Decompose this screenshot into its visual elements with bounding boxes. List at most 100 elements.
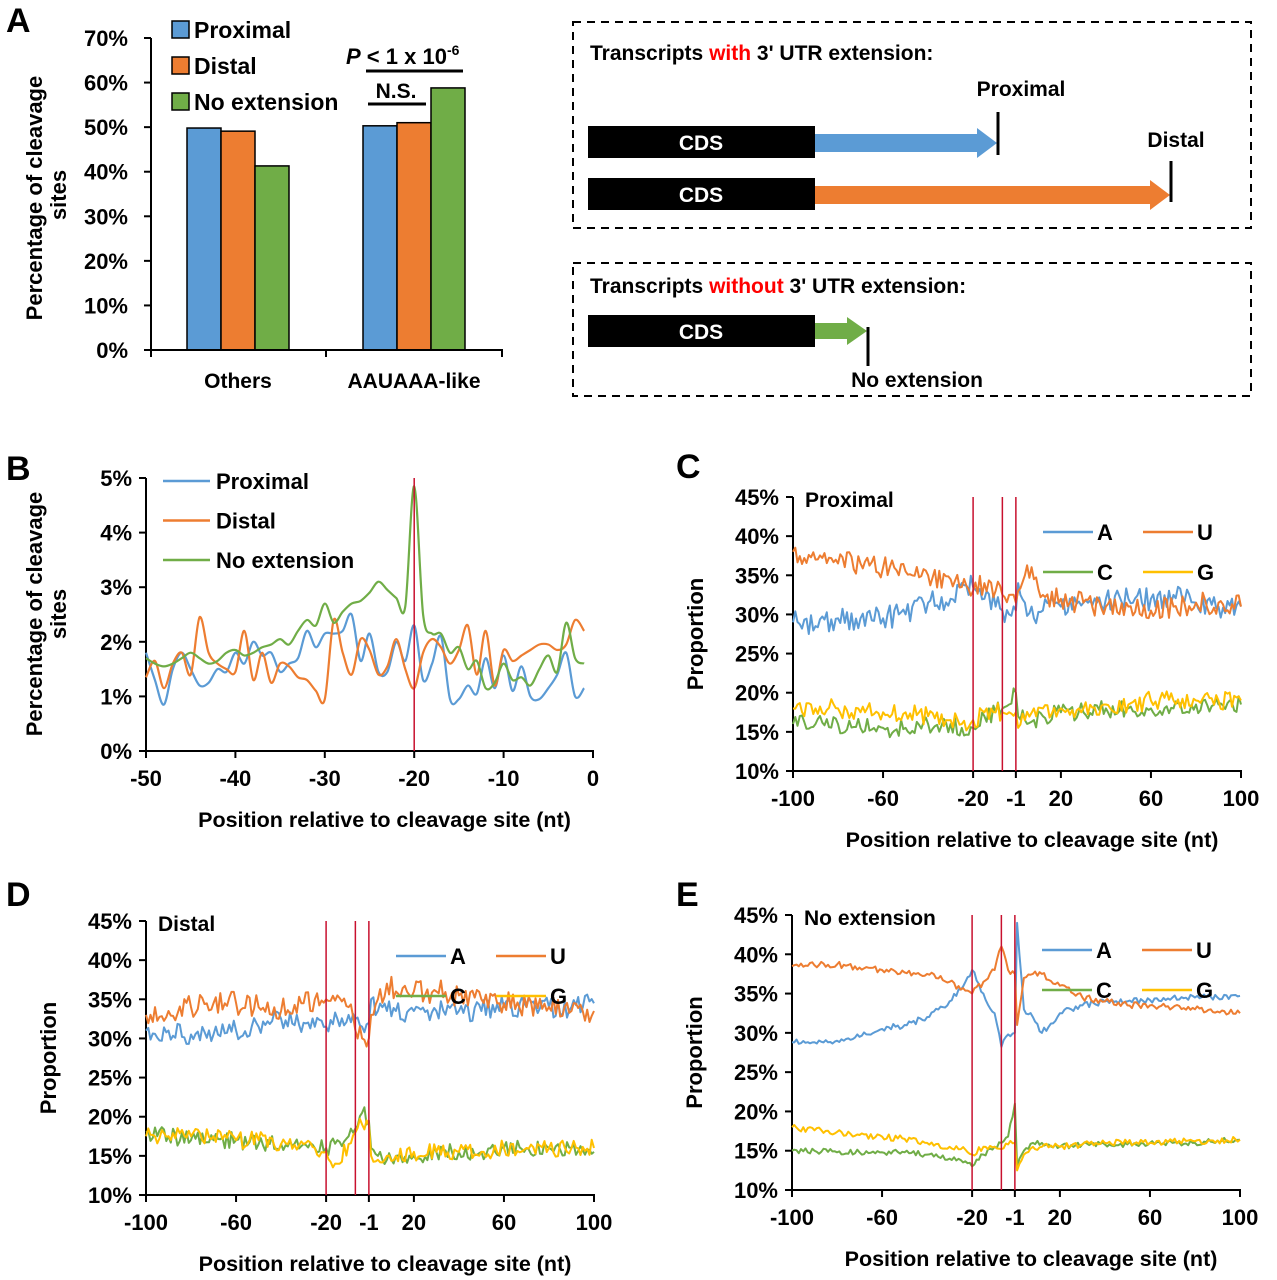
d-legend-label-a: A xyxy=(450,944,466,969)
b-x-tick-label: 0 xyxy=(587,766,599,791)
c-y-tick-label: 40% xyxy=(735,524,779,549)
c-legend-label-g: G xyxy=(1197,560,1214,585)
with-title-suffix: 3' UTR extension: xyxy=(751,42,933,65)
a-y-axis-title-line1: Percentage of cleavage xyxy=(22,76,47,321)
d-series-g xyxy=(145,1117,595,1169)
b-y-axis-title-line1: Percentage of cleavage xyxy=(22,492,47,737)
a-y-tick-label: 40% xyxy=(84,160,128,185)
e-series-c xyxy=(791,1102,1241,1168)
e-y-tick-label: 40% xyxy=(734,942,778,967)
b-series-no-extension xyxy=(145,485,585,691)
e-legend-label-g: G xyxy=(1196,978,1213,1003)
e-x-tick-label: -100 xyxy=(770,1205,814,1230)
c-x-tick-label: -20 xyxy=(957,786,989,811)
e-x-tick-label: 60 xyxy=(1138,1205,1162,1230)
a-y-tick-label: 30% xyxy=(84,204,128,229)
c-series-u xyxy=(792,546,1242,620)
e-x-tick-label: -20 xyxy=(956,1205,988,1230)
cds-block-distal xyxy=(588,178,815,210)
e-x-tick-label: -1 xyxy=(1005,1205,1025,1230)
c-x-tick-label: 60 xyxy=(1139,786,1163,811)
d-y-tick-label: 45% xyxy=(88,909,132,934)
e-series-u xyxy=(791,945,1241,1026)
proximal-site-label: Proximal xyxy=(977,78,1066,101)
cds-label-no-extension: CDS xyxy=(679,321,723,344)
b-y-tick-label: 4% xyxy=(100,521,132,546)
b-x-tick-label: -30 xyxy=(309,766,341,791)
no-extension-utr-arrow xyxy=(815,317,867,345)
a-y-axis-title-line2: sites xyxy=(46,170,71,220)
cds-block-proximal xyxy=(588,126,815,158)
d-y-tick-label: 30% xyxy=(88,1026,132,1051)
d-y-tick-label: 10% xyxy=(88,1183,132,1208)
a-legend-swatch-no-extension xyxy=(171,92,190,111)
d-legend-label-g: G xyxy=(550,984,567,1009)
d-y-tick-label: 35% xyxy=(88,987,132,1012)
with-title-prefix: Transcripts xyxy=(590,42,709,65)
d-legend-label-u: U xyxy=(550,944,566,969)
d-x-tick-label: -1 xyxy=(359,1210,379,1235)
no-extension-site-label: No extension xyxy=(851,369,983,392)
d-x-tick-label: -60 xyxy=(220,1210,252,1235)
a-bar-aauaaa-like-no-extension xyxy=(430,87,466,351)
e-x-tick-label: 100 xyxy=(1222,1205,1259,1230)
e-x-tick-label: 20 xyxy=(1048,1205,1072,1230)
panel-b-line-chart: 0% 1% 2% 3% 4% 5% Position relative to cleavag… xyxy=(22,466,599,832)
e-legend-label-c: C xyxy=(1096,978,1112,1003)
a-legend-label-proximal: Proximal xyxy=(194,17,291,43)
b-y-tick-label: 0% xyxy=(100,739,132,764)
e-legend-label-u: U xyxy=(1196,938,1212,963)
e-y-tick-label: 15% xyxy=(734,1139,778,1164)
c-x-tick-label: -60 xyxy=(867,786,899,811)
a-legend-label-no-extension: No extension xyxy=(194,89,338,115)
a-bar-aauaaa-like-proximal xyxy=(362,125,398,351)
with-title-highlight: with xyxy=(708,42,751,65)
without-title-highlight: without xyxy=(708,275,784,298)
b-legend-label-proximal: Proximal xyxy=(216,469,309,494)
b-series-proximal xyxy=(144,612,585,706)
panel-label-e: E xyxy=(676,876,699,914)
a-pvalue-text: < 1 x 10 xyxy=(361,44,447,69)
c-y-axis-title: Proportion xyxy=(683,578,708,690)
schematic-diagram: Transcripts with 3' UTR extension: CDS P… xyxy=(572,21,1252,397)
d-x-tick-label: 20 xyxy=(402,1210,426,1235)
e-y-tick-label: 20% xyxy=(734,1099,778,1124)
b-legend-label-distal: Distal xyxy=(216,509,276,534)
e-x-axis-title: Position relative to cleavage site (nt) xyxy=(845,1247,1218,1271)
without-extension-title: Transcripts without 3' UTR extension: xyxy=(590,275,966,298)
c-y-tick-label: 10% xyxy=(735,759,779,784)
a-y-axis-title: Percentage of cleavage sites xyxy=(22,70,71,321)
panel-label-c: C xyxy=(676,448,701,486)
c-y-tick-label: 15% xyxy=(735,720,779,745)
a-pvalue-p: P xyxy=(346,44,361,69)
proximal-utr-arrow xyxy=(815,128,997,158)
e-panel-title: No extension xyxy=(804,907,936,930)
d-x-tick-label: -20 xyxy=(310,1210,342,1235)
c-legend-label-u: U xyxy=(1197,520,1213,545)
d-y-axis-title: Proportion xyxy=(36,1002,61,1114)
a-y-tick-label: 0% xyxy=(96,338,128,363)
d-y-tick-label: 20% xyxy=(88,1105,132,1130)
panel-e-line-chart: 10% 15% 20% 25% 30% 35% 40% 45% Position relativ… xyxy=(682,903,1258,1271)
b-series-distal xyxy=(144,616,586,705)
c-x-tick-label: -100 xyxy=(771,786,815,811)
a-bar-others-no-extension xyxy=(254,165,290,351)
c-x-axis-title: Position relative to cleavage site (nt) xyxy=(846,828,1219,852)
b-legend-label-no-extension: No extension xyxy=(216,548,354,573)
d-y-tick-label: 25% xyxy=(88,1066,132,1091)
d-x-tick-label: 60 xyxy=(492,1210,516,1235)
a-x-category-label: AAUAAA-like xyxy=(347,370,480,393)
b-y-tick-label: 5% xyxy=(100,466,132,491)
a-bar-others-distal xyxy=(220,130,256,351)
b-x-tick-label: -50 xyxy=(130,766,162,791)
d-y-tick-label: 40% xyxy=(88,948,132,973)
without-extension-box xyxy=(572,262,1252,397)
e-y-axis-title: Proportion xyxy=(682,996,707,1108)
panel-label-d: D xyxy=(6,876,31,914)
a-y-tick-label: 60% xyxy=(84,71,128,96)
e-y-tick-label: 25% xyxy=(734,1060,778,1085)
without-title-suffix: 3' UTR extension: xyxy=(784,275,966,298)
c-legend-label-c: C xyxy=(1097,560,1113,585)
c-x-tick-label: 20 xyxy=(1049,786,1073,811)
